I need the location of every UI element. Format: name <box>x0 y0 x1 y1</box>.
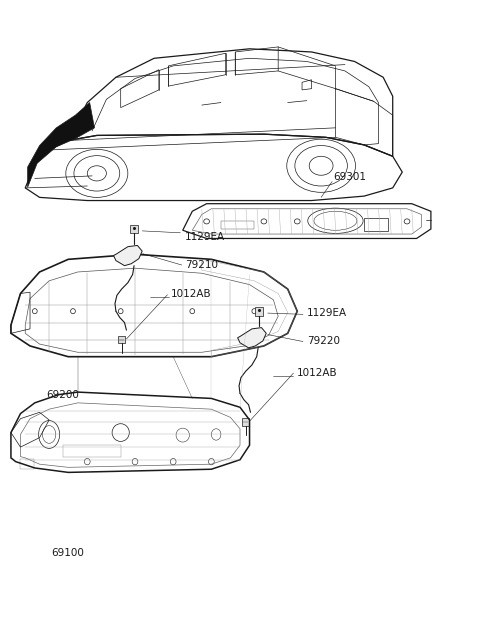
Text: 1012AB: 1012AB <box>297 368 338 378</box>
Text: 79210: 79210 <box>185 260 218 269</box>
Text: 1129EA: 1129EA <box>185 232 225 243</box>
Text: 69301: 69301 <box>333 171 366 182</box>
FancyBboxPatch shape <box>255 307 263 316</box>
Text: 1129EA: 1129EA <box>307 308 347 318</box>
FancyBboxPatch shape <box>130 225 138 234</box>
Text: 79220: 79220 <box>307 336 340 346</box>
Polygon shape <box>28 102 95 187</box>
Text: 69200: 69200 <box>47 391 80 401</box>
Polygon shape <box>238 328 266 348</box>
FancyBboxPatch shape <box>118 336 125 344</box>
Polygon shape <box>114 245 142 265</box>
Text: 1012AB: 1012AB <box>171 290 211 299</box>
FancyBboxPatch shape <box>242 418 249 425</box>
Text: 69100: 69100 <box>51 549 84 558</box>
